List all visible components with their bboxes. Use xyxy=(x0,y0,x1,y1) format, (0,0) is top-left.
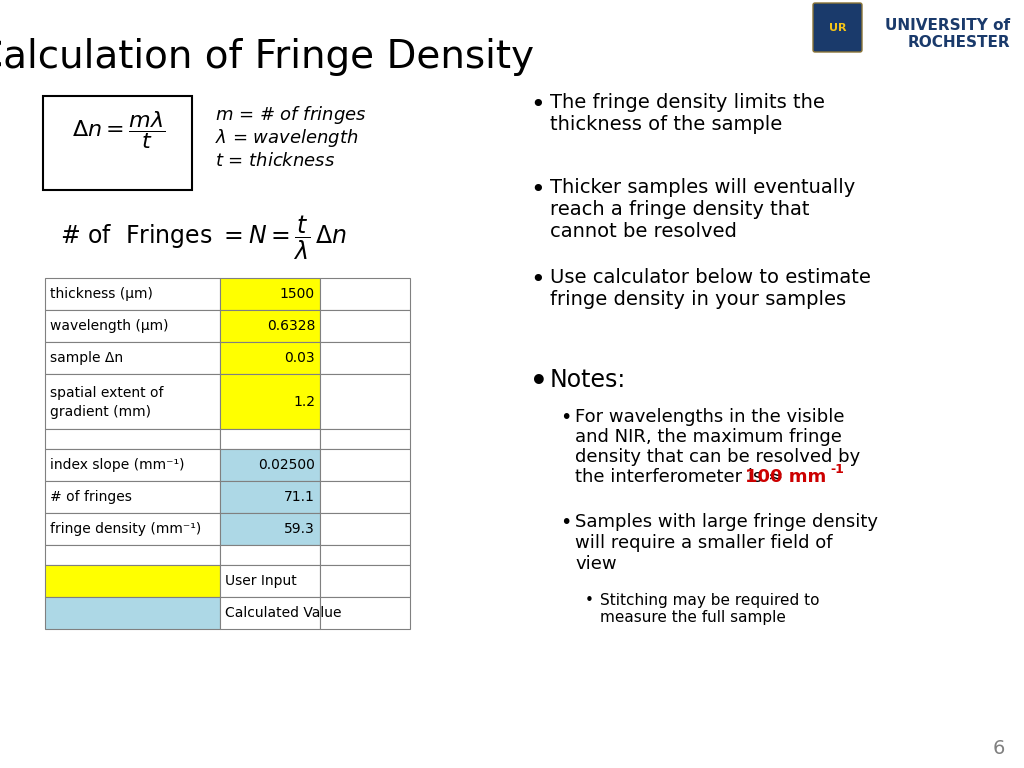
Text: 59.3: 59.3 xyxy=(285,522,315,536)
Bar xyxy=(45,545,220,565)
Text: Calculated Value: Calculated Value xyxy=(225,606,341,620)
Bar xyxy=(45,449,220,481)
Bar xyxy=(45,429,220,449)
Text: Calculation of Fringe Density: Calculation of Fringe Density xyxy=(0,38,534,76)
Text: $t$ = thickness: $t$ = thickness xyxy=(215,152,335,170)
Bar xyxy=(319,597,410,629)
Text: gradient (mm): gradient (mm) xyxy=(50,405,151,419)
Bar xyxy=(319,481,410,513)
Bar xyxy=(319,342,410,374)
Text: •: • xyxy=(585,593,594,608)
Bar xyxy=(220,310,319,342)
Text: -1: -1 xyxy=(830,463,844,476)
Bar xyxy=(220,278,319,310)
Bar xyxy=(45,310,220,342)
Text: User Input: User Input xyxy=(225,574,297,588)
Text: thickness (μm): thickness (μm) xyxy=(50,287,153,301)
Text: 0.02500: 0.02500 xyxy=(258,458,315,472)
Bar xyxy=(45,278,220,310)
Bar xyxy=(319,278,410,310)
Text: density that can be resolved by: density that can be resolved by xyxy=(575,448,860,466)
Text: Stitching may be required to
measure the full sample: Stitching may be required to measure the… xyxy=(600,593,819,625)
Bar xyxy=(319,374,410,429)
Text: $\Delta n = \dfrac{m\lambda}{t}$: $\Delta n = \dfrac{m\lambda}{t}$ xyxy=(72,109,166,151)
Bar xyxy=(220,342,319,374)
Text: fringe density (mm⁻¹): fringe density (mm⁻¹) xyxy=(50,522,202,536)
Text: •: • xyxy=(530,178,545,202)
Bar xyxy=(220,545,319,565)
Bar xyxy=(319,429,410,449)
Text: 0.03: 0.03 xyxy=(285,351,315,365)
Text: $m$ = # of fringes: $m$ = # of fringes xyxy=(215,104,367,126)
Bar xyxy=(220,597,319,629)
Text: UR: UR xyxy=(829,23,847,33)
Bar xyxy=(319,565,410,597)
Text: # of  Fringes $= N = \dfrac{t}{\lambda}\,\Delta n$: # of Fringes $= N = \dfrac{t}{\lambda}\,… xyxy=(60,214,347,262)
Bar xyxy=(45,597,220,629)
FancyBboxPatch shape xyxy=(43,96,193,190)
Bar xyxy=(220,374,319,429)
Text: the interferometer is ≈: the interferometer is ≈ xyxy=(575,468,783,486)
Bar xyxy=(45,342,220,374)
Text: •: • xyxy=(530,368,548,396)
Text: 1500: 1500 xyxy=(280,287,315,301)
Text: •: • xyxy=(530,93,545,117)
Text: 1.2: 1.2 xyxy=(293,395,315,409)
Text: •: • xyxy=(530,268,545,292)
Text: and NIR, the maximum fringe: and NIR, the maximum fringe xyxy=(575,428,842,446)
Text: The fringe density limits the
thickness of the sample: The fringe density limits the thickness … xyxy=(550,93,825,134)
Text: •: • xyxy=(560,513,571,532)
Bar xyxy=(319,449,410,481)
Text: For wavelengths in the visible: For wavelengths in the visible xyxy=(575,408,845,426)
Text: # of fringes: # of fringes xyxy=(50,490,132,504)
Bar xyxy=(45,565,220,597)
FancyBboxPatch shape xyxy=(813,3,862,52)
Text: sample Δn: sample Δn xyxy=(50,351,123,365)
Text: 6: 6 xyxy=(992,739,1005,758)
Bar xyxy=(45,374,220,429)
Text: UNIVERSITY of
ROCHESTER: UNIVERSITY of ROCHESTER xyxy=(885,18,1010,51)
Bar xyxy=(220,565,319,597)
Bar xyxy=(319,310,410,342)
Bar xyxy=(45,513,220,545)
Text: 71.1: 71.1 xyxy=(284,490,315,504)
Text: Thicker samples will eventually
reach a fringe density that
cannot be resolved: Thicker samples will eventually reach a … xyxy=(550,178,855,241)
Bar xyxy=(220,429,319,449)
Text: index slope (mm⁻¹): index slope (mm⁻¹) xyxy=(50,458,184,472)
Bar xyxy=(45,481,220,513)
Text: Notes:: Notes: xyxy=(550,368,627,392)
Text: •: • xyxy=(560,408,571,427)
Bar xyxy=(220,449,319,481)
Bar xyxy=(220,513,319,545)
Bar xyxy=(319,545,410,565)
Text: 100 mm: 100 mm xyxy=(745,468,826,486)
Text: $\lambda$ = wavelength: $\lambda$ = wavelength xyxy=(215,127,358,149)
Text: Use calculator below to estimate
fringe density in your samples: Use calculator below to estimate fringe … xyxy=(550,268,870,309)
Bar xyxy=(319,513,410,545)
Text: Samples with large fringe density
will require a smaller field of
view: Samples with large fringe density will r… xyxy=(575,513,878,573)
Text: spatial extent of: spatial extent of xyxy=(50,386,164,400)
Bar xyxy=(220,481,319,513)
Text: 0.6328: 0.6328 xyxy=(266,319,315,333)
Text: wavelength (μm): wavelength (μm) xyxy=(50,319,169,333)
